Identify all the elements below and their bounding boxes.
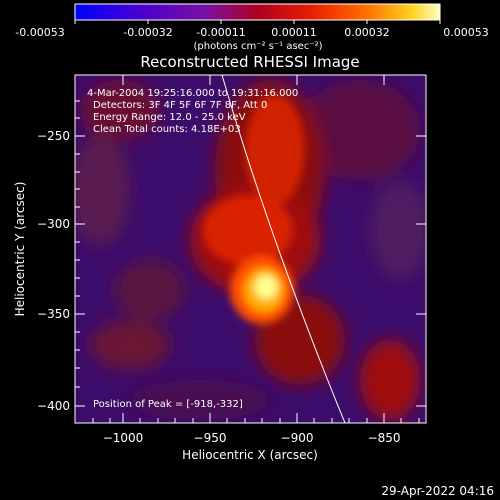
x-tick-label: −850 xyxy=(368,431,401,445)
date-stamp: 29-Apr-2022 04:16 xyxy=(381,484,494,498)
y-tick-label: −350 xyxy=(37,307,70,321)
colorbar-units: (photons cm⁻² s⁻¹ asec⁻²) xyxy=(193,41,322,52)
x-tick-label: −1000 xyxy=(103,431,144,445)
info-time-range: 4-Mar-2004 19:25:16.000 to 19:31:16.000 xyxy=(87,88,298,99)
info-clean: Clean Total counts: 4.18E+03 xyxy=(93,124,241,135)
peak-position: Position of Peak = [-918,-332] xyxy=(93,399,243,410)
y-tick-label: −400 xyxy=(37,399,70,413)
y-axis-label: Heliocentric Y (arcsec) xyxy=(13,182,27,317)
colorbar-ticks xyxy=(75,20,440,24)
info-energy: Energy Range: 12.0 - 25.0 keV xyxy=(93,112,246,123)
y-tick-label: −300 xyxy=(37,217,70,231)
colorbar xyxy=(75,4,440,20)
colorbar-tick-label: -0.00032 xyxy=(123,26,172,39)
colorbar-tick-label: 0.00011 xyxy=(271,26,317,39)
colorbar-tick-label: -0.00053 xyxy=(15,26,64,39)
x-tick-label: −950 xyxy=(194,431,227,445)
x-axis-label: Heliocentric X (arcsec) xyxy=(182,448,318,462)
chart-title: Reconstructed RHESSI Image xyxy=(140,53,359,71)
colorbar-tick-label: -0.00011 xyxy=(196,26,245,39)
colorbar-tick-label: 0.00053 xyxy=(443,26,489,39)
x-tick-label: −900 xyxy=(281,431,314,445)
info-detectors: Detectors: 3F 4F 5F 6F 7F 8F, Att 0 xyxy=(93,100,267,111)
y-tick-label: −250 xyxy=(37,129,70,143)
colorbar-tick-label: 0.00032 xyxy=(344,26,390,39)
